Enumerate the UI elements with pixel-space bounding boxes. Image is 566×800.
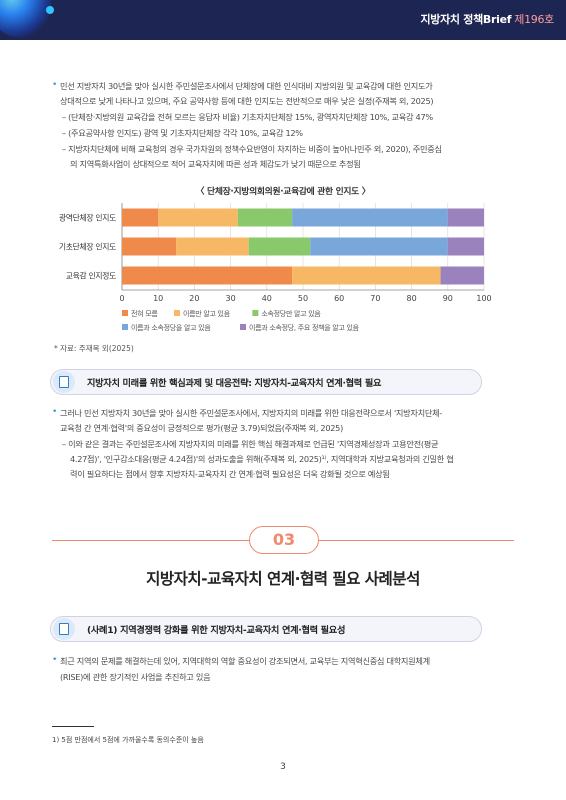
document-icon	[53, 371, 75, 393]
legend-label: 이름만 알고 있음	[183, 309, 231, 318]
section-title: 지방자치-교육자치 연계·협력 필요 사례분석	[146, 570, 420, 588]
bar-segment	[122, 237, 177, 256]
paragraph-line: 최근 지역의 문제를 해결하는데 있어, 지역대학의 역할 중요성이 강조되면서…	[60, 656, 430, 666]
x-tick-label: 70	[370, 294, 380, 303]
bar-segment	[447, 237, 484, 256]
bar-segment	[292, 208, 448, 227]
header-bar: 지방자치 정책Brief 제196호	[0, 0, 566, 40]
document-icon	[53, 618, 75, 640]
bar-segment	[122, 208, 159, 227]
paragraph-line: (RISE)에 관한 장기적인 사업을 추진하고 있음	[60, 672, 211, 682]
legend-swatch	[122, 310, 128, 316]
bar-segment	[447, 208, 484, 227]
chart-source: * 자료: 주재복 외(2025)	[54, 344, 134, 353]
dot-decoration-icon	[46, 6, 54, 14]
bar-segment	[158, 208, 238, 227]
sub-item: – 지방자치단체에 비해 교육청의 경우 국가차원의 정책수요반영이 차지하는 …	[62, 144, 442, 154]
footnote-divider	[52, 726, 94, 727]
sub-item: 4.27점)', '인구감소대응(평균 4.24점)'의 성과도출을 위해(주재…	[70, 454, 454, 464]
issue-number: 제196호	[514, 13, 554, 26]
sub-item: 력이 필요하다는 점에서 향후 지방자치-교육자치 간 연계·협력 필요성은 더…	[70, 469, 390, 479]
x-tick-label: 0	[119, 294, 124, 303]
x-tick-label: 100	[476, 294, 491, 303]
x-tick-label: 30	[226, 294, 236, 303]
legend-swatch	[174, 310, 180, 316]
x-tick-label: 40	[262, 294, 272, 303]
section-heading-box: 지방자치 미래를 위한 핵심과제 및 대응전략: 지방자치-교육자치 연계·협력…	[50, 369, 482, 395]
sub-item: – (주요공약사항 인지도) 광역 및 기초자치단체장 각각 10%, 교육감 …	[62, 128, 303, 138]
legend-label: 이름과 소속정당을 알고 있음	[131, 323, 211, 332]
bullet-icon: •	[52, 655, 58, 665]
bar-segment	[292, 266, 441, 285]
legend-label: 이름과 소속정당, 주요 정책을 알고 있음	[249, 323, 360, 332]
x-tick-label: 90	[443, 294, 453, 303]
paragraph-line: 상대적으로 낮게 나타나고 있으며, 주요 공약사항 등에 대한 인지도는 전반…	[60, 96, 434, 106]
footnote: 1) 5점 만점에서 5점에 가까울수록 동의수준이 높음	[52, 736, 204, 744]
paragraph-line: 민선 지방자치 30년을 맞아 실시한 주민설문조사에서 단체장에 대한 인식대…	[60, 81, 433, 91]
bullet-icon: •	[52, 407, 58, 417]
x-tick-label: 20	[189, 294, 199, 303]
legend-swatch	[122, 324, 128, 330]
category-label: 교육감 인지정도	[66, 271, 116, 281]
page-number: 3	[280, 762, 286, 772]
sub-item: – (단체장·지방의원 교육감을 전혀 모르는 응답자 비율) 기초자치단체장 …	[62, 112, 433, 122]
paragraph-line: 그러나 민선 지방자치 30년을 맞아 실시한 주민설문조사에서, 지방자치의 …	[60, 408, 442, 418]
paragraph-line: 교육청 간 연계·협력'의 중요성이 긍정적으로 평가(평균 3.79)되었음(…	[60, 423, 343, 433]
bar-segment	[440, 266, 484, 285]
legend-label: 소속정당만 알고 있음	[261, 309, 321, 318]
section-heading-box: (사례1) 지역경쟁력 강화를 위한 지방자치-교육자치 연계·협력 필요성	[50, 616, 482, 642]
sub-item: – 이와 같은 결과는 주민설문조사에 지방자치의 미래를 위한 핵심 해결과제…	[62, 439, 439, 449]
x-tick-label: 10	[153, 294, 163, 303]
bar-segment	[176, 237, 249, 256]
bullet-icon: •	[52, 80, 58, 90]
category-label: 광역단체장 인지도	[59, 213, 116, 223]
bar-segment	[237, 208, 293, 227]
x-tick-label: 50	[298, 294, 308, 303]
bar-segment	[248, 237, 311, 256]
section-heading-text: 지방자치 미래를 위한 핵심과제 및 대응전략: 지방자치-교육자치 연계·협력…	[87, 378, 382, 389]
x-tick-label: 60	[334, 294, 344, 303]
legend-swatch	[240, 324, 246, 330]
section-number: 03	[249, 526, 319, 554]
bar-segment	[310, 237, 448, 256]
publication-title: 지방자치 정책Brief 제196호	[420, 11, 554, 27]
legend-swatch	[252, 310, 259, 316]
x-tick-label: 80	[407, 294, 417, 303]
bar-segment	[122, 266, 293, 285]
section-heading-text: (사례1) 지역경쟁력 강화를 위한 지방자치-교육자치 연계·협력 필요성	[87, 625, 346, 636]
publication-name: 지방자치 정책Brief	[420, 13, 512, 26]
sub-item: 의 지역특화사업이 상대적으로 적어 교육자치에 따른 성과 체감도가 낮기 때…	[70, 159, 361, 169]
chart-title: 〈 단체장·지방의회의원·교육감에 관한 인지도 〉	[195, 187, 371, 197]
category-label: 기초단체장 인지도	[59, 242, 116, 252]
legend-label: 전혀 모름	[131, 309, 158, 318]
